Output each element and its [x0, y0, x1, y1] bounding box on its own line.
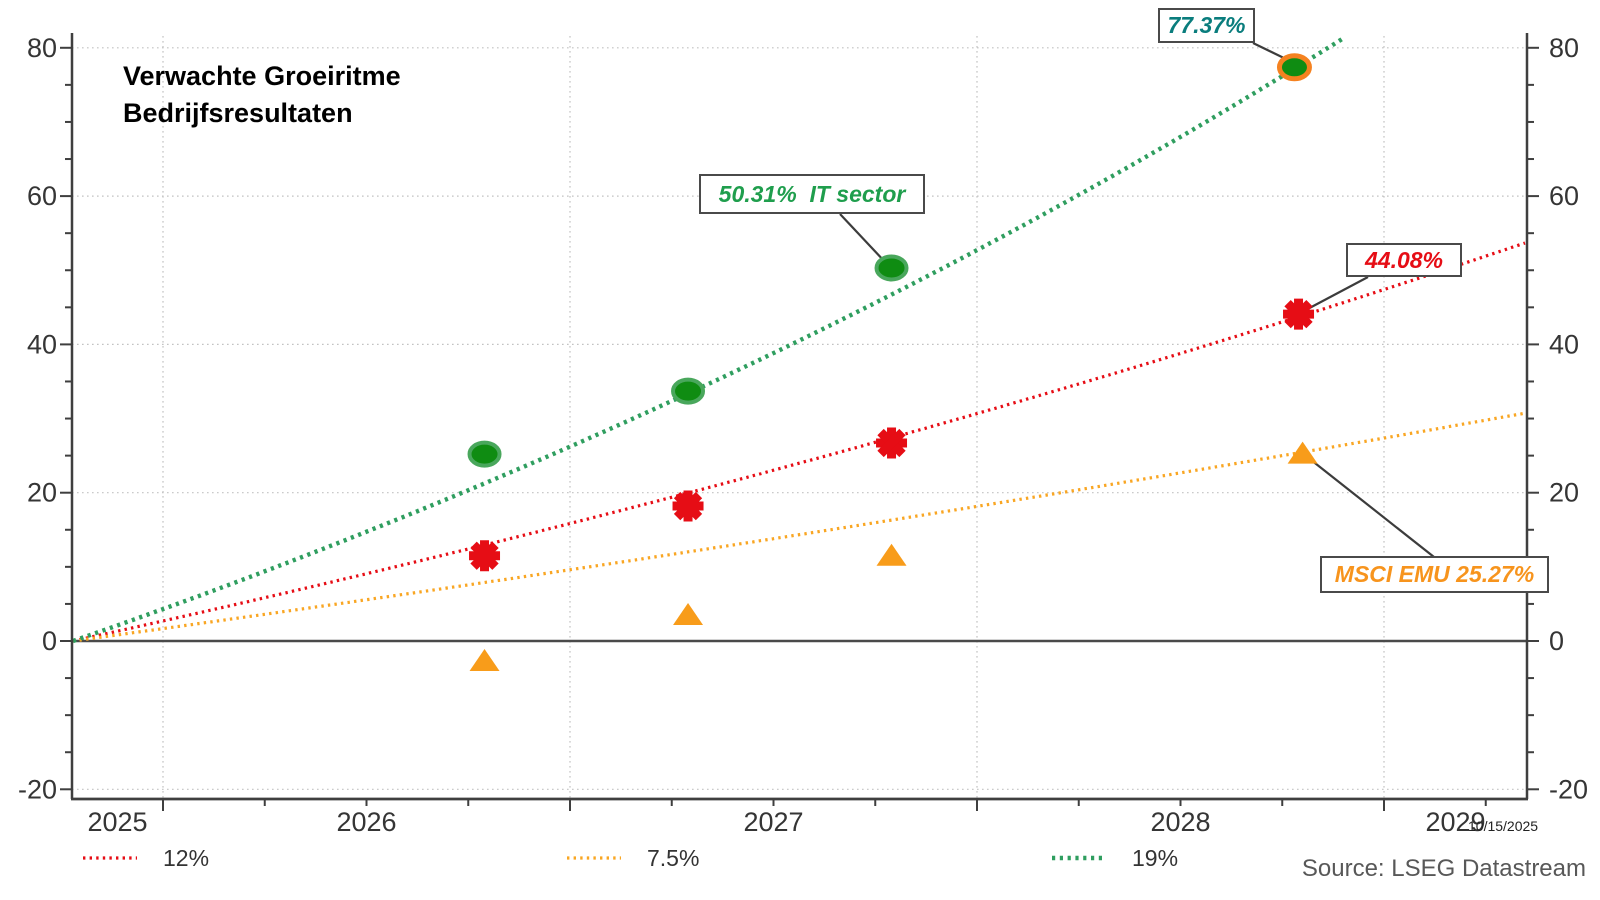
x-axis-year-label: 2027	[743, 807, 803, 837]
chart-title-line1: Verwachte Groeiritme	[123, 61, 401, 91]
trend-line-19%	[72, 35, 1347, 644]
annotation-leader-line	[1301, 276, 1369, 313]
annotation-box: 77.37%	[1158, 8, 1255, 43]
y-axis-label-left: 80	[27, 33, 57, 63]
y-axis-label-left: 0	[42, 626, 57, 656]
annotation-box: 50.31% IT sector	[699, 174, 925, 214]
y-axis-label-right: 0	[1549, 626, 1564, 656]
marker-circle	[1276, 53, 1312, 82]
annotation-box: MSCI EMU 25.27%	[1320, 556, 1549, 593]
legend-line-sample	[83, 856, 137, 860]
marker-star	[469, 540, 501, 572]
legend-item: 19%	[1052, 845, 1178, 871]
x-axis-year-label: 2029	[1425, 807, 1485, 837]
marker-triangle	[876, 543, 907, 566]
y-axis-label-right: 60	[1549, 181, 1579, 211]
y-axis-label-right: 40	[1549, 329, 1579, 359]
legend-label: 12%	[163, 844, 210, 871]
legend-label: 7.5%	[647, 844, 700, 871]
marker-triangle	[673, 603, 704, 626]
legend-line-sample	[567, 856, 621, 860]
legend-item: 7.5%	[567, 845, 699, 871]
legend-line-sample	[1052, 855, 1106, 861]
gridlines	[72, 36, 1527, 799]
chart-title-line2: Bedrijfsresultaten	[123, 98, 353, 128]
marker-circle	[467, 440, 502, 468]
trend-line-12%	[72, 241, 1526, 643]
trend-lines	[72, 35, 1526, 644]
annotation-leader-line	[839, 213, 887, 264]
y-axis-label-right: 80	[1549, 33, 1579, 63]
marker-star	[672, 490, 704, 522]
marker-circle	[671, 377, 706, 405]
legend-item: 12%	[83, 845, 209, 871]
y-axis-label-right: -20	[1549, 774, 1588, 804]
axis-labels: -20 -20 0 0 20 20 40 40 60 60 80 80 2025 2026 2027 2028…	[18, 33, 1588, 837]
legend-label: 19%	[1132, 844, 1179, 871]
marker-triangle	[469, 649, 500, 672]
trend-line-7.5%	[72, 411, 1526, 643]
annotation-box: 44.08%	[1346, 243, 1462, 277]
marker-star	[1283, 298, 1315, 330]
marker-star	[876, 427, 908, 459]
annotation-leader-lines	[839, 42, 1435, 558]
axes	[60, 33, 1539, 811]
y-axis-label-left: 60	[27, 181, 57, 211]
y-axis-label-left: 20	[27, 478, 57, 508]
x-axis-year-label: 2028	[1150, 807, 1210, 837]
date-label: 10/15/2025	[1468, 818, 1539, 834]
x-axis-year-label: 2025	[87, 807, 147, 837]
marker-circle	[874, 254, 909, 282]
annotation-leader-line	[1305, 455, 1435, 558]
source-label: Source: LSEG Datastream	[1301, 855, 1586, 882]
chart-title: Verwachte Groeiritme Bedrijfsresultaten	[123, 58, 401, 132]
y-axis-label-left: 40	[27, 329, 57, 359]
data-markers	[467, 53, 1318, 672]
x-axis-year-label: 2026	[336, 807, 396, 837]
y-axis-label-right: 20	[1549, 478, 1579, 508]
annotation-leader-line	[1252, 42, 1289, 61]
y-axis-label-left: -20	[18, 774, 57, 804]
marker-triangle	[1287, 441, 1318, 464]
